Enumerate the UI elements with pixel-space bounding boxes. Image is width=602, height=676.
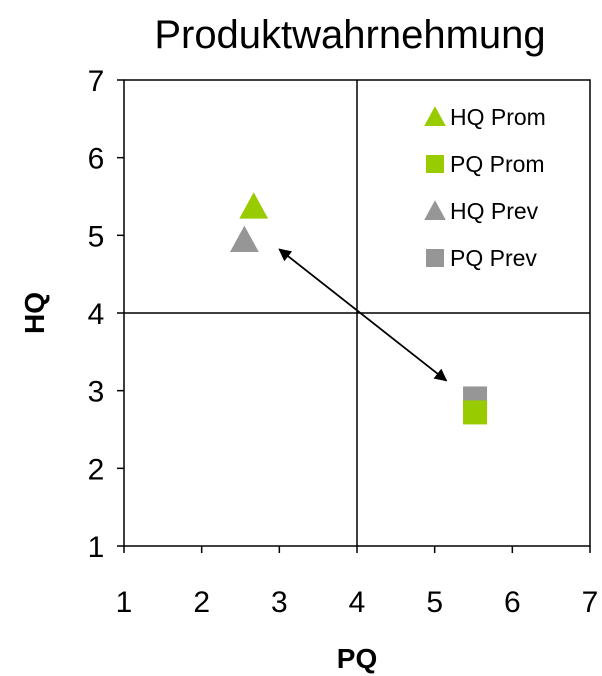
axis-ticks	[117, 79, 591, 553]
legend-marker-pq-prom	[426, 155, 444, 173]
y-tick-label: 5	[88, 220, 105, 253]
y-tick-label: 1	[88, 531, 105, 564]
data-points	[229, 192, 488, 425]
legend-label-hq-prom: HQ Prom	[450, 104, 546, 130]
x-tick-label: 4	[349, 586, 366, 619]
point-pq-prom	[463, 400, 488, 425]
legend-label-pq-prev: PQ Prev	[450, 245, 537, 271]
point-hq-prom	[239, 192, 269, 219]
x-tick-label: 2	[193, 586, 210, 619]
y-tick-label: 6	[88, 143, 105, 176]
x-tick-label: 1	[116, 586, 133, 619]
legend-marker-hq-prom	[424, 106, 446, 126]
legend: HQ Prom PQ Prom HQ Prev PQ Prev	[424, 104, 546, 271]
y-tick-label: 4	[88, 298, 105, 331]
x-tick-label: 7	[582, 586, 599, 619]
point-hq-prev	[229, 225, 259, 252]
chart-title: Produktwahrnehmung	[154, 13, 545, 57]
x-tick-label: 3	[271, 586, 288, 619]
axis-tick-labels: 1 2 3 4 5 6 7 1 2 3 4 5 6 7	[88, 65, 599, 619]
y-tick-label: 2	[88, 453, 105, 486]
legend-label-hq-prev: HQ Prev	[450, 198, 539, 224]
y-axis-title: HQ	[19, 292, 50, 334]
x-tick-label: 6	[504, 586, 521, 619]
legend-label-pq-prom: PQ Prom	[450, 151, 545, 177]
y-tick-label: 3	[88, 376, 105, 409]
x-tick-label: 5	[426, 586, 443, 619]
legend-marker-pq-prev	[426, 249, 444, 267]
x-axis-title: PQ	[337, 643, 377, 674]
double-arrow-annotation	[278, 248, 448, 382]
legend-marker-hq-prev	[424, 200, 446, 220]
y-tick-label: 7	[88, 65, 105, 98]
